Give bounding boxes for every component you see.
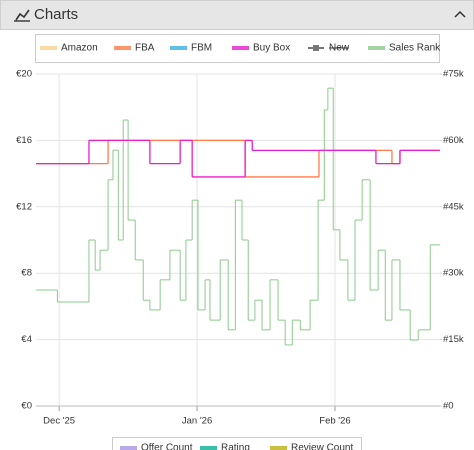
x-tick-label: Feb '26 xyxy=(319,416,350,427)
legend-swatch xyxy=(232,46,249,50)
y2-tick-label: #0 xyxy=(443,401,454,412)
x-tick-label: Jan '26 xyxy=(182,416,212,427)
legend-box-bottom xyxy=(112,437,362,450)
y-tick-label: €12 xyxy=(16,201,32,212)
legend-swatch xyxy=(40,46,57,50)
legend-label[interactable]: New xyxy=(329,43,350,54)
legend-swatch xyxy=(368,46,385,50)
chart-icon xyxy=(15,9,30,21)
legend-swatch xyxy=(170,46,187,50)
legend-label[interactable]: Rating xyxy=(221,443,250,450)
y2-tick-label: #15k xyxy=(443,334,464,345)
legend-label[interactable]: Offer Count xyxy=(141,443,193,450)
y2-tick-label: #75k xyxy=(443,69,464,80)
legend-label[interactable]: FBM xyxy=(191,43,212,54)
y2-tick-label: #30k xyxy=(443,268,464,279)
legend-label[interactable]: Buy Box xyxy=(253,43,290,54)
y-tick-label: €0 xyxy=(21,401,32,412)
y-tick-label: €16 xyxy=(16,135,32,146)
y2-tick-label: #45k xyxy=(443,201,464,212)
legend-swatch-marker xyxy=(313,45,319,51)
y-tick-label: €8 xyxy=(21,268,32,279)
collapse-toggle[interactable] xyxy=(454,10,466,18)
y-tick-label: €20 xyxy=(16,69,32,80)
header-bar xyxy=(0,0,474,30)
plot-area xyxy=(36,74,440,406)
header-title: Charts xyxy=(34,6,78,23)
legend-label[interactable]: Review Count xyxy=(291,443,353,450)
x-tick-label: Dec '25 xyxy=(43,416,75,427)
legend-swatch xyxy=(120,446,137,450)
legend-label[interactable]: Amazon xyxy=(61,43,98,54)
legend-swatch xyxy=(270,446,287,450)
y-tick-label: €4 xyxy=(21,334,32,345)
legend-swatch xyxy=(114,46,131,50)
legend-swatch xyxy=(200,446,217,450)
legend-label[interactable]: Sales Rank xyxy=(389,43,441,54)
legend-label[interactable]: FBA xyxy=(135,43,155,54)
y2-tick-label: #60k xyxy=(443,135,464,146)
